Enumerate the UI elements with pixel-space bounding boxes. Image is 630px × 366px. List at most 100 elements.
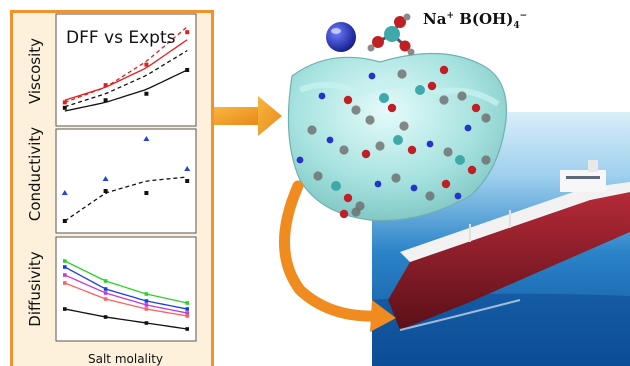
atom-h — [307, 125, 317, 135]
data-point — [144, 321, 149, 325]
data-point — [62, 100, 67, 105]
data-point — [185, 301, 189, 305]
atom-na — [318, 92, 326, 100]
series-line — [64, 69, 188, 112]
series-line — [64, 308, 188, 330]
atom-h — [425, 191, 435, 201]
data-point — [185, 307, 189, 311]
data-point — [62, 105, 67, 110]
atom-h — [481, 155, 491, 165]
ship-deck — [400, 182, 630, 262]
series-line — [64, 50, 188, 108]
atom-h — [457, 91, 467, 101]
atom-b — [379, 93, 389, 103]
atom-h — [313, 171, 323, 181]
chart-panel — [10, 10, 214, 366]
atom-h — [481, 113, 491, 123]
data-point-triangle — [102, 176, 109, 181]
data-point — [144, 62, 149, 67]
atom-o — [339, 209, 349, 219]
arrow-to-ship — [279, 180, 396, 332]
data-point — [185, 179, 190, 183]
y-label-diffusivity: Diffusivity — [26, 251, 44, 327]
ship-bridge — [560, 170, 606, 192]
atom-o — [387, 103, 397, 113]
series-line — [64, 26, 188, 104]
atom-b — [455, 155, 465, 165]
y-label-viscosity: Viscosity — [26, 37, 44, 105]
data-point-triangle — [143, 136, 150, 141]
atom-o — [441, 179, 451, 189]
atom-o — [427, 81, 437, 91]
data-point — [185, 311, 189, 315]
data-point — [185, 314, 189, 318]
data-point — [63, 273, 67, 277]
diffusivity-plot — [63, 259, 189, 331]
atom-b — [331, 181, 341, 191]
ship-photo — [372, 112, 630, 366]
data-point — [103, 287, 108, 291]
atom-na — [410, 184, 418, 192]
atom-o — [361, 149, 371, 159]
atom-o — [343, 95, 353, 105]
data-point — [144, 91, 149, 96]
atom-h — [391, 173, 401, 183]
atom-na — [454, 192, 462, 200]
atom-h — [351, 105, 361, 115]
data-point-triangle — [61, 190, 68, 195]
legend-sodium-ion — [326, 22, 356, 52]
atom-h — [439, 95, 449, 105]
atom-b — [415, 85, 425, 95]
data-point — [103, 189, 108, 193]
atom-h — [375, 141, 385, 151]
atom-h — [397, 69, 407, 79]
series-line — [64, 274, 188, 314]
molecule-atoms — [296, 65, 491, 219]
atom-h — [365, 115, 375, 125]
viscosity-plot — [62, 26, 190, 112]
data-point — [185, 68, 190, 72]
atom-h — [399, 121, 409, 131]
series-line — [64, 266, 188, 310]
atom-h — [339, 145, 349, 155]
atom-na — [368, 72, 376, 80]
data-point — [144, 307, 149, 311]
atom-na — [296, 156, 304, 164]
arrow-to-molecules — [214, 96, 282, 136]
series-line — [64, 176, 188, 222]
atom-h — [351, 207, 361, 217]
data-point — [63, 259, 67, 263]
data-point — [63, 281, 67, 285]
atom-na — [374, 180, 382, 188]
atom-o — [407, 145, 417, 155]
panel-title: DFF vs Expts — [66, 28, 176, 48]
atom-na — [326, 136, 334, 144]
series-line — [64, 39, 188, 101]
data-point — [103, 98, 108, 103]
x-label: Salt molality — [88, 352, 164, 366]
conductivity-plot — [61, 136, 191, 223]
solvated-box — [287, 52, 508, 222]
data-point — [144, 191, 149, 195]
atom-o — [439, 65, 449, 75]
series-line — [64, 282, 188, 317]
data-point — [144, 303, 149, 307]
series-line — [64, 260, 188, 304]
legend-borate-ion — [367, 13, 415, 56]
atom-o — [471, 103, 481, 113]
data-point — [144, 292, 149, 296]
atom-na — [464, 124, 472, 132]
conductivity-axes — [55, 128, 197, 234]
data-point — [63, 265, 67, 269]
atom-b — [393, 135, 403, 145]
atom-h — [443, 147, 453, 157]
data-point — [103, 297, 108, 301]
data-point — [144, 299, 149, 303]
data-point — [185, 327, 189, 331]
data-point — [103, 83, 108, 88]
data-point — [63, 307, 67, 311]
ship-hull — [388, 192, 630, 330]
atom-o — [343, 193, 353, 203]
atom-o — [467, 165, 477, 175]
